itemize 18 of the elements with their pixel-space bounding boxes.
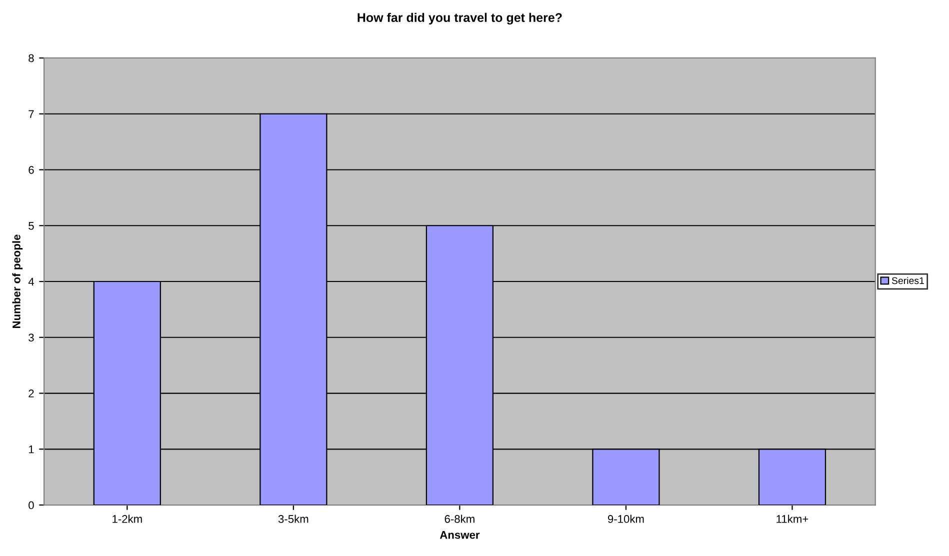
chart-title: How far did you travel to get here? [358,12,562,25]
legend-label: Series1 [892,276,924,284]
y-tick-label: 2 [28,390,34,398]
y-tick-label: 5 [28,222,34,230]
y-axis-title: Number of people [12,234,23,328]
x-tick-label: 9-10km [608,514,644,523]
x-axis-title: Answer [440,531,480,539]
x-tick-label: 6-8km [444,514,474,523]
x-tick-label: 1-2km [112,514,142,523]
x-tick-label: 11km+ [776,514,808,523]
y-tick-label: 0 [28,501,34,510]
y-tick-label: 7 [28,110,34,118]
y-tick-label: 6 [28,166,34,174]
y-tick-label: 3 [28,334,34,342]
y-tick-label: 4 [28,278,34,286]
x-tick-label: 3-5km [278,514,308,523]
y-tick-label: 8 [28,54,34,62]
y-tick-label: 1 [28,446,34,454]
